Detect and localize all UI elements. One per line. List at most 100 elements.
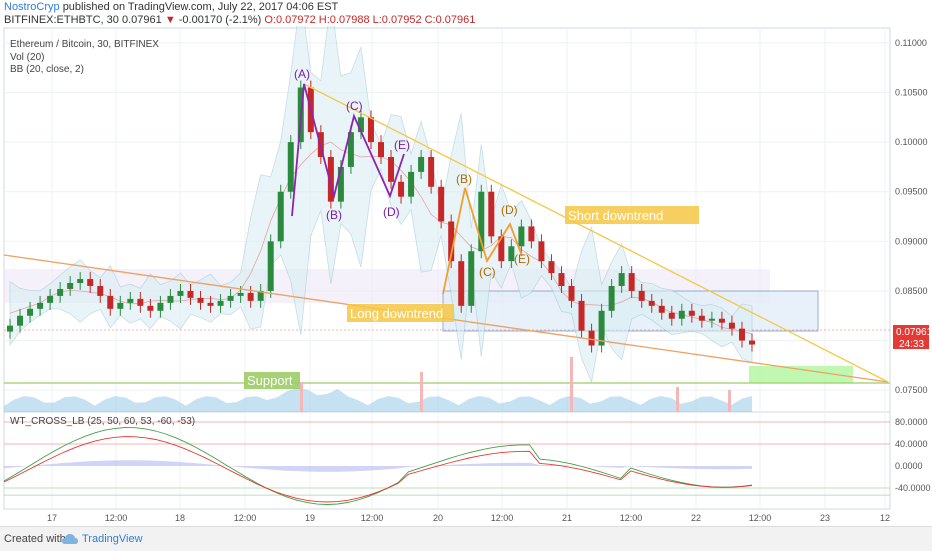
candle-body xyxy=(337,166,344,202)
chart-canvas[interactable]: 0.075000.080000.085000.090000.095000.100… xyxy=(0,26,932,526)
candle-body xyxy=(67,283,74,289)
candle-body xyxy=(257,290,264,301)
created-with-text: Created with xyxy=(4,533,66,545)
candle-body xyxy=(107,295,114,309)
author-link[interactable]: NostroCryp xyxy=(4,1,60,13)
volume-spike xyxy=(420,372,423,412)
time-tick-label: 21 xyxy=(562,513,572,523)
osc-histogram xyxy=(4,460,752,472)
support-box xyxy=(244,372,300,389)
candle-body xyxy=(468,251,475,306)
candle-body xyxy=(408,171,415,197)
candle-body xyxy=(157,302,164,311)
wave-label-d2: (D) xyxy=(501,203,518,217)
candle-body xyxy=(418,156,425,172)
candle-body xyxy=(498,236,505,262)
time-tick-label: 12:00 xyxy=(749,513,772,523)
price-change: -0.00170 (-2.1%) xyxy=(178,14,262,26)
candle-body xyxy=(508,246,515,262)
candle-body xyxy=(177,290,184,296)
candle-body xyxy=(217,300,224,306)
candle-body xyxy=(367,117,374,143)
candle-body xyxy=(638,290,645,301)
time-tick-label: 20 xyxy=(433,513,443,523)
osc-tick-label: 80.0000 xyxy=(895,417,928,427)
price-tick-label: 0.07500 xyxy=(895,385,928,395)
candle-body xyxy=(57,288,64,296)
volume-spike xyxy=(728,390,731,412)
candle-body xyxy=(27,308,34,316)
header-publish-line: NostroCryp published on TradingView.com,… xyxy=(4,1,338,14)
candle-body xyxy=(608,285,615,311)
current-price-text: 0.07961 xyxy=(896,327,932,338)
wave-label-c1: (C) xyxy=(346,99,363,113)
candle-body xyxy=(117,302,124,309)
long-downtrend-label: Long downtrend xyxy=(350,306,443,321)
legend-title: Ethereum / Bitcoin, 30, BITFINEX xyxy=(10,39,159,50)
candle-body xyxy=(718,318,725,323)
osc-wt2 xyxy=(3,436,753,503)
candle-body xyxy=(17,315,24,326)
candle-body xyxy=(558,273,565,286)
candle-body xyxy=(47,295,54,303)
volume-spike xyxy=(570,357,573,412)
volume-spike xyxy=(676,387,679,412)
candle-body xyxy=(658,305,665,313)
candle-body xyxy=(738,328,745,341)
candle-body xyxy=(197,297,204,303)
candle-body xyxy=(588,330,595,346)
candle-body xyxy=(618,273,625,286)
osc-wt1 xyxy=(3,427,753,505)
volume-area xyxy=(4,388,752,412)
candle-body xyxy=(398,181,405,197)
candle-body xyxy=(77,279,84,284)
time-tick-label: 12:00 xyxy=(361,513,384,523)
footer: Created with TradingView xyxy=(0,526,932,551)
legend-vol: Vol (20) xyxy=(10,52,44,63)
time-axis[interactable]: 17 12:00 18 12:00 19 12:00 20 12:00 21 12:00 22 12:… xyxy=(47,513,890,523)
candle-body xyxy=(518,226,525,247)
candle-body xyxy=(147,305,154,311)
oscillator-pane xyxy=(3,411,891,510)
time-tick-label: 12:00 xyxy=(105,513,128,523)
candle-body xyxy=(7,325,13,332)
candle-body xyxy=(167,295,174,303)
candle-body xyxy=(438,186,445,222)
countdown-text: 24:33 xyxy=(899,339,924,350)
osc-tick-label: 0.0000 xyxy=(895,461,923,471)
candle-body xyxy=(749,340,755,345)
time-tick-label: 23 xyxy=(820,513,830,523)
candle-body xyxy=(698,315,705,321)
volume-spike xyxy=(300,382,303,412)
wave-label-e1: (E) xyxy=(394,138,410,152)
time-tick-label: 12 xyxy=(880,513,890,523)
candle-body xyxy=(247,292,254,301)
candle-body xyxy=(478,191,485,252)
oscillator-axis: 80.0000 40.0000 0.0000 -40.0000 xyxy=(895,417,931,493)
short-downtrend-line xyxy=(303,83,889,383)
wave-label-c2: (C) xyxy=(479,265,496,279)
candle-body xyxy=(378,142,384,157)
wave-label-a: (A) xyxy=(294,67,310,81)
candle-body xyxy=(97,285,104,296)
candle-body xyxy=(37,302,44,309)
wave-abcde-1 xyxy=(291,83,405,217)
short-downtrend-label: Short downtrend xyxy=(568,208,663,223)
long-downtrend-box xyxy=(347,304,454,322)
candle-body xyxy=(428,156,435,187)
price-tick-label: 0.11000 xyxy=(895,38,927,48)
header-ohlc-line: BITFINEX:ETHBTC, 30 0.07961 ▼ -0.00170 (… xyxy=(4,14,475,27)
candle-body xyxy=(678,310,685,319)
candle-body xyxy=(728,322,735,329)
candles xyxy=(7,80,755,353)
last-price: 0.07961 xyxy=(121,14,162,26)
oscillator-lines xyxy=(3,421,890,505)
candle-body xyxy=(187,290,194,298)
candle-body xyxy=(708,318,715,321)
candle-body xyxy=(388,156,395,182)
candle-body xyxy=(207,302,214,306)
tradingview-link[interactable]: TradingView xyxy=(82,533,143,545)
support-label: Support xyxy=(247,373,293,388)
candle-body xyxy=(327,156,334,202)
candle-body xyxy=(598,310,605,346)
